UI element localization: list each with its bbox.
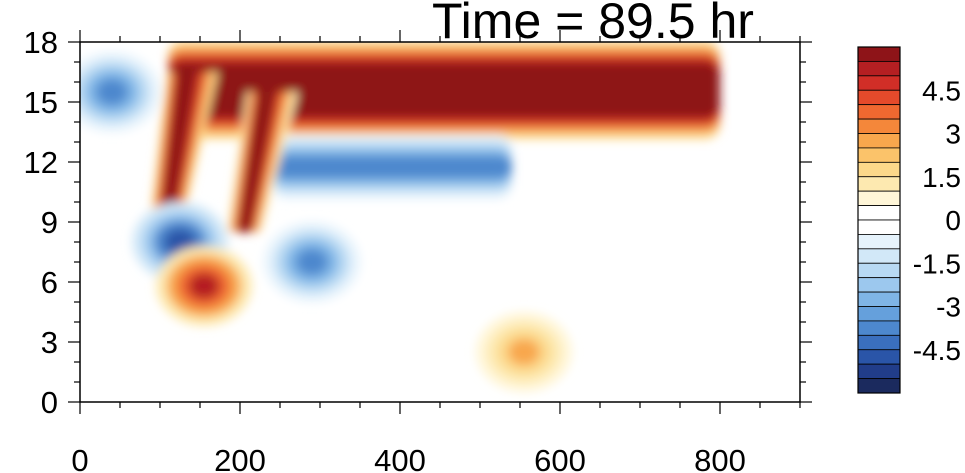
colorbar-swatch [857,248,901,264]
colorbar-swatch [857,363,901,379]
colorbar-swatch [857,262,901,279]
x-tick-label: 800 [694,443,746,473]
x-tick-label: 600 [534,443,586,473]
colorbar-label: -1.5 [913,248,961,279]
y-tick-label: 12 [24,145,58,180]
x-tick-label: 400 [374,443,426,473]
x-tick-label: 200 [214,443,266,473]
field-band [272,156,512,178]
colorbar-label: 3 [945,119,961,150]
colorbar-swatch [857,349,901,365]
colorbar-swatch [857,320,901,336]
colorbar-label: -3 [936,292,961,323]
colorbar-swatch [857,334,901,351]
y-tick-label: 9 [41,205,58,240]
plot-frame [79,41,801,403]
field-band [168,62,720,118]
field-blob [96,79,128,105]
colorbar-label: 4.5 [922,75,961,106]
colorbar-swatch [857,46,901,62]
colorbar-swatch [857,176,901,192]
colorbar-swatch [857,89,901,106]
y-tick-label: 3 [41,325,58,360]
x-axis: 0 200 400 600 800 [71,30,801,473]
field-tilted-feature [237,92,277,232]
colorbar-frame [857,46,901,394]
colorbar-swatch [857,205,901,221]
colorbar-swatch [857,219,901,235]
field-blob [296,249,328,275]
colorbar: 4.5 3 1.5 0 -1.5 -3 -4.5 [857,46,961,394]
colorbar-swatch [857,378,901,394]
heatmap-field [80,42,720,392]
y-tick-label: 0 [41,385,58,420]
colorbar-swatch [857,291,901,307]
x-tick-label: 0 [71,443,88,473]
y-tick-label: 15 [24,85,58,120]
colorbar-swatch [857,133,901,149]
field-tilted-feature [161,72,197,212]
colorbar-swatch [857,118,901,134]
colorbar-label: 0 [945,205,961,236]
colorbar-swatch [857,61,901,77]
colorbar-swatch [857,75,901,91]
plot-area [80,42,800,402]
colorbar-swatch [857,234,901,250]
colorbar-label: -4.5 [913,335,961,366]
colorbar-label: 1.5 [922,162,961,193]
field-blob [508,339,540,365]
y-axis: 0 3 6 9 12 15 18 [24,25,812,420]
colorbar-swatch [857,190,901,206]
colorbar-swatch [857,161,901,178]
colorbar-swatch [857,277,901,293]
chart-title: Time = 89.5 hr [432,0,754,49]
field-blob [188,273,220,299]
colorbar-swatch [857,104,901,120]
colorbar-swatch [857,306,901,322]
colorbar-swatch [857,147,901,163]
y-tick-label: 18 [24,25,58,60]
y-tick-label: 6 [41,265,58,300]
